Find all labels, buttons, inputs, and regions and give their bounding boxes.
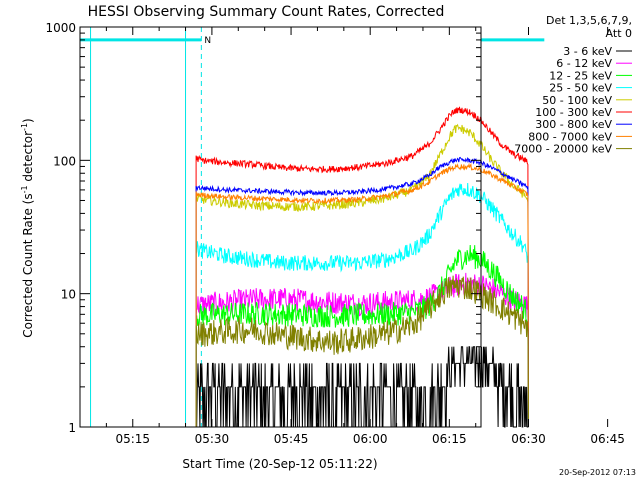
y-axis-label: Corrected Count Rate (s-1 detector-1) — [20, 118, 35, 337]
y-axis: 1 10 100 1000 — [45, 21, 481, 435]
y-tick-label-2: 100 — [53, 154, 76, 168]
plot-frame — [79, 26, 482, 428]
x-tick-label-6: 06:45 — [590, 432, 625, 446]
series-line-4 — [190, 123, 529, 428]
y-tick-label-3: 1000 — [45, 21, 76, 35]
plot-area: N — [80, 27, 545, 428]
series-line-8 — [190, 275, 529, 428]
y-tick-label-0: 1 — [68, 421, 76, 435]
y-axis-label-sup-1: -1 — [20, 185, 29, 193]
x-axis: 05:15 05:30 05:45 06:00 06:15 06:30 06:45 — [105, 27, 625, 446]
legend-header-2: Att 0 — [606, 27, 632, 40]
y-tick-label-1: 10 — [61, 288, 76, 302]
series-line-7 — [190, 162, 529, 428]
legend-label-0: 3 - 6 keV — [563, 45, 612, 58]
legend-label-3: 25 - 50 keV — [549, 82, 612, 95]
night-label: N — [204, 36, 211, 46]
x-tick-label-3: 06:00 — [353, 432, 388, 446]
x-axis-label: Start Time (20-Sep-12 05:11:22) — [182, 457, 377, 471]
series-line-1 — [190, 272, 529, 428]
legend-label-4: 50 - 100 keV — [542, 94, 612, 107]
legend-label-5: 100 - 300 keV — [535, 106, 612, 119]
x-tick-label-5: 06:30 — [511, 432, 546, 446]
series-line-3 — [190, 182, 529, 428]
series-line-5 — [190, 106, 529, 428]
series-line-2 — [190, 244, 529, 428]
y-axis-label-main: Corrected Count Rate (s — [21, 193, 35, 337]
x-tick-label-2: 05:45 — [274, 432, 309, 446]
legend-label-1: 6 - 12 keV — [556, 57, 612, 70]
legend-header-1: Det 1,3,5,6,7,9, — [546, 14, 632, 27]
x-tick-label-4: 06:15 — [432, 432, 467, 446]
legend-label-7: 800 - 7000 keV — [528, 130, 612, 143]
legend-label-8: 7000 - 20000 keV — [514, 143, 612, 156]
y-axis-label-sup-2: -1 — [20, 123, 29, 131]
y-axis-label-mid: detector — [21, 131, 35, 186]
x-tick-label-0: 05:15 — [115, 432, 150, 446]
chart-title: HESSI Observing Summary Count Rates, Cor… — [88, 4, 445, 20]
legend-label-2: 12 - 25 keV — [549, 69, 612, 82]
y-axis-label-end: ) — [21, 118, 35, 123]
legend-label-6: 300 - 800 keV — [535, 118, 612, 131]
x-tick-label-1: 05:30 — [195, 432, 230, 446]
footer-date: 20-Sep-2012 07:13 — [559, 468, 636, 477]
